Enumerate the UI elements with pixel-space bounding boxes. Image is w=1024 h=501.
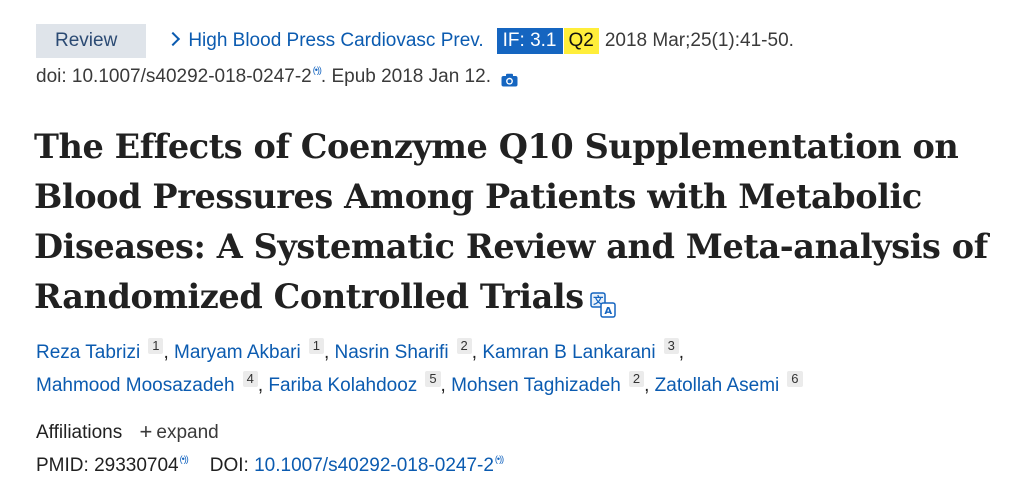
author-row-1: Reza Tabrizi 1, Maryam Akbari 1, Nasrin Sh…: [36, 336, 803, 369]
author-link[interactable]: Mahmood Moosazadeh: [36, 375, 235, 396]
separator: ,: [440, 375, 452, 396]
journal-name: High Blood Press Cardiovasc Prev.: [188, 30, 484, 51]
affiliations-label: Affiliations: [36, 422, 123, 443]
separator: ,: [257, 375, 269, 396]
quartile-badge: Q2: [563, 28, 599, 54]
affiliation-number[interactable]: 1: [308, 338, 324, 354]
separator: ,: [163, 342, 174, 363]
pmid-label: PMID:: [36, 455, 89, 476]
camera-icon[interactable]: [501, 71, 518, 87]
impact-factor-badge: IF: 3.1: [496, 28, 563, 54]
author-link[interactable]: Zatollah Asemi: [654, 375, 780, 396]
affiliation-number[interactable]: 3: [663, 338, 679, 354]
expand-label: expand: [156, 422, 219, 443]
pmid-value: 29330704: [94, 455, 179, 476]
affiliation-number[interactable]: 1: [148, 338, 164, 354]
affiliation-number[interactable]: 6: [787, 371, 803, 387]
affiliation-number[interactable]: 4: [242, 371, 258, 387]
author-link[interactable]: Fariba Kolahdooz: [268, 375, 418, 396]
translate-icon[interactable]: 文 A: [589, 282, 616, 318]
signal-wave-icon[interactable]: (•)): [179, 454, 189, 464]
signal-wave-icon[interactable]: (•)): [312, 65, 322, 75]
chevron-right-icon: [166, 31, 181, 47]
author-link[interactable]: Maryam Akbari: [174, 342, 301, 363]
affiliation-number[interactable]: 2: [456, 338, 472, 354]
author-list: Reza Tabrizi 1, Maryam Akbari 1, Nasrin Sh…: [36, 336, 803, 402]
article-type-badge: Review: [36, 24, 147, 58]
signal-wave-icon[interactable]: (•)): [494, 454, 504, 464]
doi-text: doi: 10.1007/s40292-018-0247-2: [36, 66, 312, 87]
author-link[interactable]: Nasrin Sharifi: [334, 342, 449, 363]
author-link[interactable]: Reza Tabrizi: [36, 342, 141, 363]
epub-date: . Epub 2018 Jan 12.: [320, 66, 491, 87]
author-row-2: Mahmood Moosazadeh 4, Fariba Kolahdooz 5, …: [36, 369, 803, 402]
doi-line: doi: 10.1007/s40292-018-0247-2 (•)). Epub…: [36, 65, 518, 88]
article-title: The Effects of Coenzyme Q10 Supplementat…: [34, 122, 994, 322]
publication-date: 2018 Mar;25(1):41-50.: [604, 30, 794, 51]
affiliation-number[interactable]: 5: [425, 371, 441, 387]
expand-affiliations-button[interactable]: + expand: [139, 419, 219, 444]
journal-link[interactable]: High Blood Press Cardiovasc Prev.: [166, 30, 484, 52]
affiliation-number[interactable]: 2: [628, 371, 645, 387]
identifiers-row: PMID: 29330704 (•)) DOI: 10.1007/s40292-0…: [36, 454, 504, 477]
article-title-text: The Effects of Coenzyme Q10 Supplementat…: [34, 127, 988, 316]
author-link[interactable]: Mohsen Taghizadeh: [451, 375, 621, 396]
svg-text:A: A: [604, 306, 612, 317]
doi-label: DOI:: [209, 455, 249, 476]
separator: ,: [678, 342, 685, 363]
citation-header: Review High Blood Press Cardiovasc Prev.…: [36, 24, 794, 58]
separator: ,: [644, 375, 655, 396]
separator: ,: [471, 342, 483, 363]
svg-text:文: 文: [593, 294, 604, 307]
affiliations-row: Affiliations + expand: [36, 418, 219, 444]
plus-icon: +: [139, 419, 153, 444]
doi-link[interactable]: 10.1007/s40292-018-0247-2: [254, 455, 494, 476]
author-link[interactable]: Kamran B Lankarani: [482, 342, 656, 363]
separator: ,: [323, 342, 335, 363]
